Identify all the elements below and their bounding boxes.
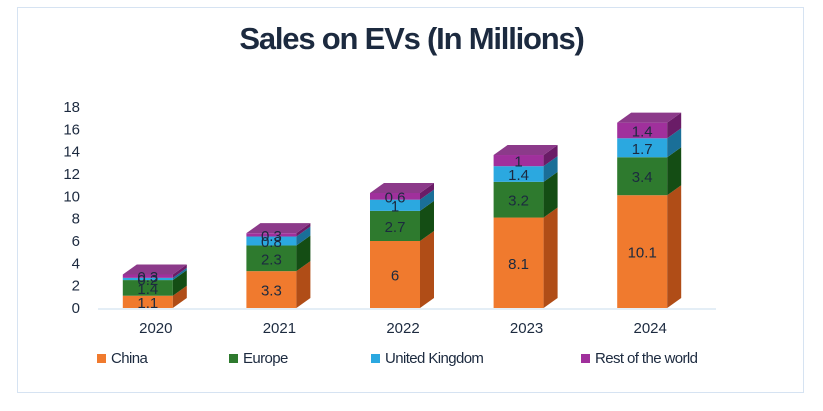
legend-swatch-rest-of-the-world — [581, 354, 590, 363]
y-tick-label: 18 — [63, 99, 80, 116]
bar-united-kingdom-2023-side — [543, 156, 558, 182]
bar-rest-of-the-world-2020-side — [172, 264, 187, 278]
bar-china-2022-side — [420, 231, 434, 308]
data-label: 8.1 — [508, 256, 529, 273]
bar-europe-2023-front — [493, 181, 544, 218]
bar-rest-of-the-world-2023-front — [493, 155, 544, 167]
data-label: 0.3 — [137, 269, 158, 286]
bar-china-2024-side — [667, 185, 682, 308]
chart-title: Sales on EVs (In Millions) — [239, 21, 585, 56]
legend-item-china: China — [97, 350, 148, 367]
x-tick-label: 2023 — [510, 320, 543, 337]
bar-united-kingdom-2021-side — [296, 226, 311, 246]
bar-rest-of-the-world-2022-top — [370, 182, 434, 193]
legend-item-united-kingdom: United Kingdom — [371, 350, 484, 367]
bar-europe-2021-front — [246, 245, 297, 272]
bar-europe-2024-side — [667, 147, 682, 196]
bar-rest-of-the-world-2024-side — [667, 112, 682, 139]
y-tick-label: 4 — [72, 255, 80, 272]
bar-china-2022-front — [370, 241, 420, 308]
bar-china-2020-front — [122, 295, 173, 308]
data-label: 0.3 — [261, 228, 282, 245]
bar-china-2021-front — [246, 271, 297, 308]
bar-rest-of-the-world-2023-side — [543, 145, 558, 167]
bar-united-kingdom-2020-side — [172, 267, 187, 281]
y-tick-label: 6 — [72, 233, 80, 250]
bar-rest-of-the-world-2023-top — [493, 145, 558, 156]
bar-united-kingdom-2020-front — [122, 277, 173, 281]
bar-europe-2021-side — [296, 235, 311, 272]
bar-united-kingdom-2023-front — [493, 166, 544, 182]
bar-rest-of-the-world-2021-side — [296, 223, 311, 237]
data-label: 1.1 — [137, 295, 158, 312]
x-tick-label: 2020 — [139, 320, 172, 337]
bar-rest-of-the-world-2022-side — [420, 182, 434, 200]
legend-label-europe: Europe — [243, 350, 288, 367]
bar-rest-of-the-world-2020-front — [122, 274, 173, 278]
bar-rest-of-the-world-2021-top — [246, 223, 311, 234]
bar-europe-2020-front — [122, 280, 173, 296]
data-label: 10.1 — [628, 245, 657, 262]
data-label: 0.6 — [385, 189, 406, 206]
data-label: 1.4 — [508, 167, 529, 184]
data-label: 1 — [391, 198, 399, 215]
x-tick-label: 2022 — [386, 320, 419, 337]
legend-swatch-europe — [229, 354, 238, 363]
bar-rest-of-the-world-2020-top — [122, 264, 187, 275]
x-tick-label: 2021 — [263, 320, 296, 337]
legend-item-europe: Europe — [229, 350, 288, 367]
legend-swatch-china — [97, 354, 106, 363]
bar-rest-of-the-world-2021-front — [246, 233, 297, 237]
bar-united-kingdom-2022-side — [420, 189, 434, 211]
y-tick-label: 16 — [63, 121, 80, 138]
bar-rest-of-the-world-2024-top — [617, 112, 682, 123]
data-label: 3.4 — [632, 169, 653, 186]
data-label: 2.3 — [261, 251, 282, 268]
bar-united-kingdom-2021-front — [246, 236, 297, 246]
bar-china-2024-front — [617, 195, 668, 308]
bar-europe-2024-front — [617, 157, 668, 196]
bar-united-kingdom-2024-side — [667, 128, 682, 158]
legend-item-rest-of-the-world: Rest of the world — [581, 350, 698, 367]
bar-china-2020-side — [172, 285, 187, 308]
bar-china-2023-front — [493, 217, 544, 308]
bar-rest-of-the-world-2022-front — [370, 192, 420, 200]
data-label: 3.2 — [508, 193, 529, 210]
data-label: 1 — [514, 154, 522, 171]
data-label: 1.4 — [632, 123, 653, 140]
legend-label-united-kingdom: United Kingdom — [385, 350, 484, 367]
bar-united-kingdom-2024-front — [617, 138, 668, 158]
legend-swatch-united-kingdom — [371, 354, 380, 363]
data-label: 2.7 — [385, 219, 406, 236]
bar-united-kingdom-2022-front — [370, 199, 420, 211]
data-label: 6 — [391, 268, 399, 285]
legend-label-rest-of-the-world: Rest of the world — [595, 350, 698, 367]
bar-china-2021-side — [296, 261, 311, 308]
bar-rest-of-the-world-2024-front — [617, 122, 668, 139]
legend-label-china: China — [111, 350, 148, 367]
y-tick-label: 0 — [72, 300, 80, 317]
data-label: 0.8 — [261, 234, 282, 251]
data-label: 1.7 — [632, 141, 653, 158]
bar-china-2023-side — [543, 207, 558, 308]
y-tick-label: 10 — [63, 188, 80, 205]
bar-europe-2020-side — [172, 270, 187, 296]
bar-europe-2022-side — [420, 200, 434, 241]
y-tick-label: 8 — [72, 211, 80, 228]
data-label: 1.4 — [137, 281, 158, 298]
bar-europe-2023-side — [543, 171, 558, 218]
x-tick-label: 2024 — [634, 320, 667, 337]
data-label: 0.2 — [137, 272, 158, 289]
bar-europe-2022-front — [370, 210, 420, 241]
y-tick-label: 2 — [72, 278, 80, 295]
y-tick-label: 12 — [63, 166, 80, 183]
y-tick-label: 14 — [63, 144, 80, 161]
data-label: 3.3 — [261, 283, 282, 300]
